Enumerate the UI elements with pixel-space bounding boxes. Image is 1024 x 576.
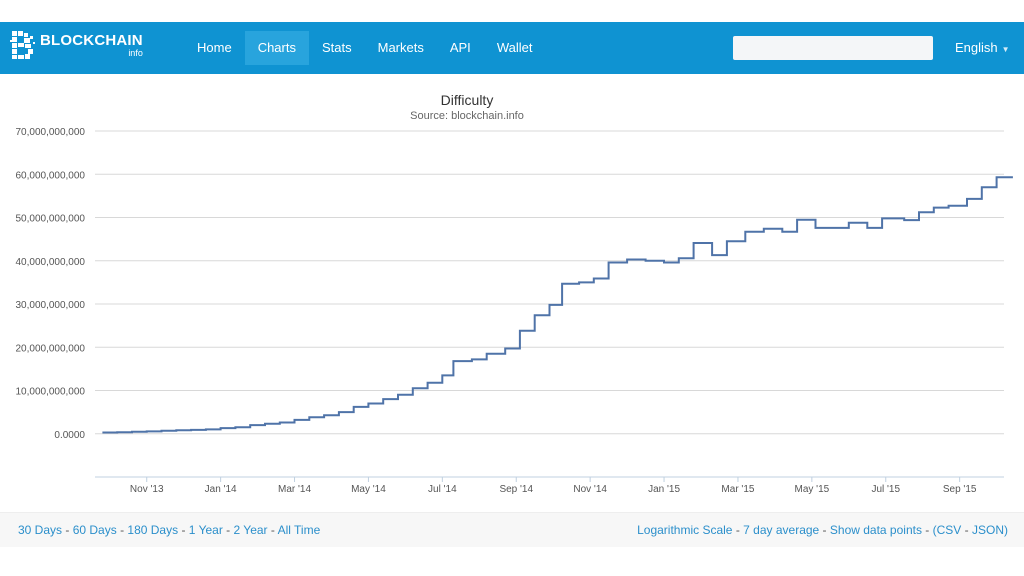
range-30-days[interactable]: 30 Days — [18, 523, 63, 537]
main-nav: Home Charts Stats Markets API Wallet — [184, 31, 545, 65]
separator: - — [178, 523, 189, 537]
range-180-days[interactable]: 180 Days — [127, 523, 179, 537]
y-axis-ticks: 0.0000 10,000,000,000 20,000,000,000 30,000… — [15, 127, 85, 441]
separator: - — [116, 523, 128, 537]
separator: - — [819, 523, 830, 537]
y-tick-label: 0.0000 — [54, 430, 85, 441]
x-axis-ticks: Nov '13 Jan '14 Mar '14 May '14 Jul '14 Sep '… — [130, 477, 977, 495]
show-data-points-link[interactable]: Show data points — [829, 523, 922, 537]
x-tick-label: Jan '14 — [205, 484, 237, 495]
y-tick-label: 30,000,000,000 — [15, 300, 85, 311]
x-tick-label: May '15 — [795, 484, 830, 495]
open-paren: ( — [932, 523, 937, 537]
x-tick-label: Jul '14 — [428, 484, 457, 495]
brand-sub: info — [128, 47, 143, 58]
y-tick-label: 50,000,000,000 — [15, 214, 85, 225]
separator: - — [921, 523, 933, 537]
separator: - — [62, 523, 73, 537]
separator: - — [222, 523, 234, 537]
x-tick-label: Jul '15 — [871, 484, 900, 495]
x-tick-label: Mar '14 — [278, 484, 311, 495]
seven-day-average-link[interactable]: 7 day average — [743, 523, 820, 537]
language-selector[interactable]: English ▼ — [955, 40, 1010, 55]
nav-stats[interactable]: Stats — [321, 40, 352, 55]
y-tick-label: 20,000,000,000 — [15, 343, 85, 354]
nav-charts[interactable]: Charts — [244, 31, 309, 65]
nav-api[interactable]: API — [449, 40, 471, 55]
chart-options-links: Logarithmic Scale - 7 day average - Show… — [637, 523, 1008, 537]
logarithmic-scale-link[interactable]: Logarithmic Scale — [637, 523, 733, 537]
y-tick-label: 10,000,000,000 — [15, 387, 85, 398]
chevron-down-icon: ▼ — [1001, 45, 1010, 54]
time-range-links: 30 Days - 60 Days - 180 Days - 1 Year - … — [18, 523, 320, 537]
x-tick-label: Jan '15 — [648, 484, 680, 495]
separator: - — [267, 523, 278, 537]
x-tick-label: May '14 — [351, 484, 386, 495]
difficulty-chart: Difficulty Source: blockchain.info 0.000… — [15, 92, 1013, 495]
chart-title: Difficulty — [441, 92, 494, 108]
range-2-year[interactable]: 2 Year — [233, 523, 268, 537]
brand-logo[interactable]: BLOCKCHAIN info — [10, 30, 143, 60]
brand-name: BLOCKCHAIN — [40, 31, 143, 49]
top-navbar: BLOCKCHAIN info Home Charts Stats Market… — [0, 22, 1024, 74]
language-label: English — [955, 40, 998, 55]
nav-wallet[interactable]: Wallet — [496, 40, 533, 55]
separator: - — [961, 523, 972, 537]
nav-home[interactable]: Home — [197, 40, 232, 55]
csv-link[interactable]: CSV — [936, 523, 962, 537]
y-tick-label: 70,000,000,000 — [15, 127, 85, 138]
nav-markets[interactable]: Markets — [377, 40, 424, 55]
difficulty-series-line — [102, 176, 1013, 434]
x-tick-label: Nov '14 — [573, 484, 607, 495]
separator: - — [732, 523, 744, 537]
chart-footer: 30 Days - 60 Days - 180 Days - 1 Year - … — [0, 512, 1024, 547]
x-tick-label: Mar '15 — [721, 484, 754, 495]
blockchain-logo-icon — [10, 31, 35, 59]
range-1-year[interactable]: 1 Year — [188, 523, 223, 537]
gridlines — [95, 130, 1004, 435]
range-60-days[interactable]: 60 Days — [72, 523, 117, 537]
chart-subtitle: Source: blockchain.info — [410, 110, 524, 122]
x-tick-label: Nov '13 — [130, 484, 164, 495]
search-input[interactable] — [733, 36, 933, 60]
y-tick-label: 60,000,000,000 — [15, 170, 85, 181]
x-tick-label: Sep '15 — [943, 484, 977, 495]
json-link[interactable]: JSON — [971, 523, 1004, 537]
range-all-time[interactable]: All Time — [277, 523, 321, 537]
close-paren: ) — [1004, 523, 1008, 537]
y-tick-label: 40,000,000,000 — [15, 257, 85, 268]
x-tick-label: Sep '14 — [499, 484, 533, 495]
